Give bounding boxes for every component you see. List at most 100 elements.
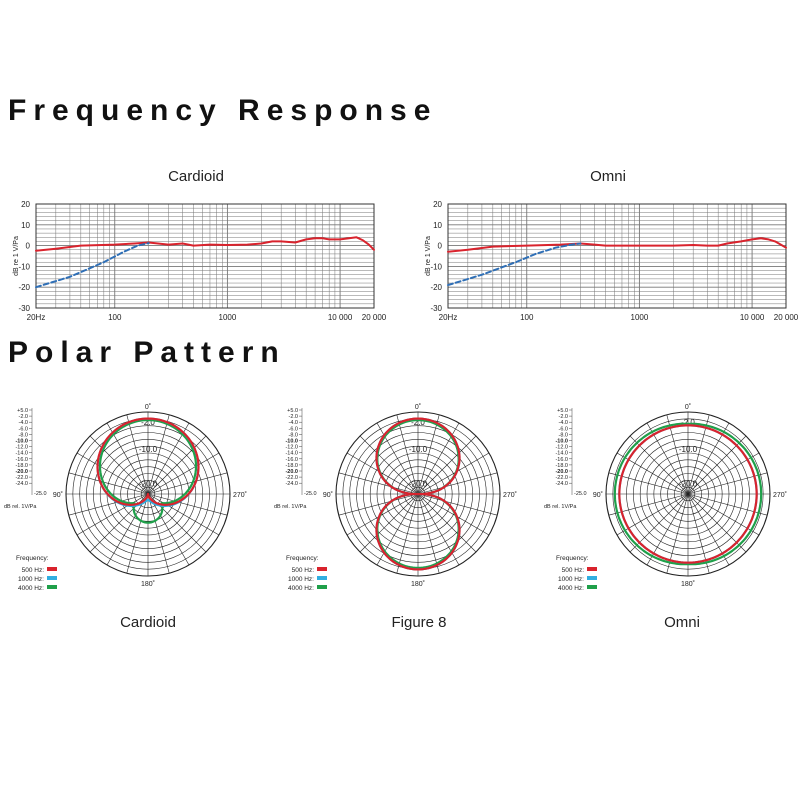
x-tick-label: 10 000 [328, 313, 353, 322]
polar-spoke [89, 435, 149, 495]
polar-spoke [396, 493, 419, 574]
polar-spoke [376, 493, 419, 566]
chart-title: Omni [590, 168, 626, 185]
legend-swatch [587, 576, 597, 580]
polar-ring-label: -2.0 [681, 418, 695, 427]
polar-svg-cardioid: +5.0-2.0-4.0-6.0-8.0-10.0-12.0-14.0-16.0… [4, 403, 247, 592]
polar-panel-omni: +5.0 -2.0 -4.0 -6.0 -8.0 -10.0 -12.0 -14.0 -16.0… [540, 398, 800, 638]
legend-swatch [317, 567, 327, 571]
polar-spoke [359, 493, 419, 553]
y-tick-label: 0 [438, 242, 443, 251]
grid [447, 203, 787, 309]
polar-unit-label: dB rel. 1V/Pa [4, 504, 37, 510]
polar-angle-label: 180˚ [411, 580, 425, 588]
polar-scale-label: -12.0 [15, 445, 28, 451]
polar-scale-label: -16.0 [555, 457, 568, 463]
polar-series-500 [375, 417, 461, 571]
polar-spoke [126, 414, 149, 495]
polar-pattern-title: Polar Pattern [8, 336, 286, 369]
polar-ring-label: -20.0 [139, 479, 158, 488]
polar-spoke [417, 493, 498, 516]
y-tick-label: 10 [21, 221, 30, 230]
polar-scale-label: -16.0 [285, 457, 298, 463]
lowcut-series-line [35, 242, 150, 289]
polar-ring-label: -10.0 [409, 445, 428, 454]
polar-unit-label: dB rel. 1V/Pa [544, 504, 577, 510]
polar-series-500 [96, 417, 200, 506]
polar-angle-label: 0˚ [145, 403, 151, 411]
polar-angle-label: 90˚ [53, 491, 63, 499]
legend-swatch [47, 585, 57, 589]
polar-spoke [147, 493, 170, 574]
polar-scale-label: -6.0 [289, 426, 298, 432]
polar-scale-bottom: -25.0 [34, 491, 47, 497]
y-tick-label: 10 [433, 221, 442, 230]
polar-spoke [147, 472, 228, 495]
polar-scale-label: -14.0 [555, 451, 568, 457]
polar-spoke [346, 493, 419, 536]
polar-spoke [147, 493, 220, 536]
legend-label: 4000 Hz: [288, 585, 314, 592]
x-tick-label: 1000 [631, 313, 649, 322]
polar-scale-label: +5.0 [287, 408, 298, 414]
polar-scale-label: -14.0 [15, 451, 28, 457]
legend-swatch [587, 567, 597, 571]
polar-ring-label: -2.0 [141, 418, 155, 427]
polar-angle-label: 0˚ [415, 403, 421, 411]
x-tick-label: 10 000 [740, 313, 765, 322]
legend-label: 1000 Hz: [288, 576, 314, 583]
response-series-line [447, 237, 787, 253]
legend-label: 4000 Hz: [18, 585, 44, 592]
polar-grid [335, 411, 501, 577]
polar-scale-label: -22.0 [285, 475, 298, 481]
polar-angle-label: 90˚ [593, 491, 603, 499]
x-tick-label: 100 [108, 313, 122, 322]
polar-legend: Frequency: 500 Hz: 1000 Hz: 4000 Hz: [286, 555, 327, 592]
polar-scale-label: -20.0 [555, 469, 568, 475]
polar-spoke [68, 493, 149, 516]
polar-scale-label: -4.0 [19, 420, 28, 426]
polar-ring-label: -2.0 [411, 418, 425, 427]
polar-scale-label: -12.0 [285, 445, 298, 451]
chart-title: Cardioid [168, 168, 224, 185]
polar-scale-label: +5.0 [17, 408, 28, 414]
polar-legend: Frequency: 500 Hz: 1000 Hz: 4000 Hz: [556, 555, 597, 592]
polar-scale-label: -20.0 [15, 469, 28, 475]
plot-frame [447, 203, 787, 309]
polar-angle-label: 180˚ [681, 580, 695, 588]
polar-series-4000 [98, 419, 198, 524]
frequency-response-title: Frequency Response [8, 94, 438, 127]
polar-scale-label: -24.0 [555, 481, 568, 487]
polar-spoke [147, 493, 190, 566]
polar-spoke [147, 435, 207, 495]
polar-spoke [126, 493, 149, 574]
polar-spoke [76, 452, 149, 495]
polar-scale-label: -12.0 [555, 445, 568, 451]
polar-scale-label: -8.0 [289, 432, 298, 438]
legend-label: 500 Hz: [562, 567, 585, 574]
polar-svg-figure8: +5.0-2.0-4.0-6.0-8.0-10.0-12.0-14.0-16.0… [274, 403, 517, 592]
polar-scale-label: -16.0 [15, 457, 28, 463]
polar-scale-bottom: -25.0 [304, 491, 317, 497]
polar-spoke [147, 493, 228, 516]
polar-scale-label: -18.0 [285, 463, 298, 469]
polar-spoke [417, 493, 440, 574]
polar-angle-label: 270˚ [503, 491, 517, 499]
polar-scale-bottom: -25.0 [574, 491, 587, 497]
polar-scale-label: -14.0 [285, 451, 298, 457]
x-tick-label: 20 000 [362, 313, 386, 322]
x-tick-label: 1000 [219, 313, 237, 322]
polar-scale-label: -6.0 [19, 426, 28, 432]
x-tick-label: 20Hz [439, 313, 458, 322]
x-tick-label: 100 [520, 313, 534, 322]
legend-title: Frequency: [16, 555, 49, 562]
polar-scale-label: -2.0 [19, 414, 28, 420]
polar-angle-label: 270˚ [233, 491, 247, 499]
legend-label: 500 Hz: [22, 567, 45, 574]
frequency-chart-cardioid: Cardioid 20 10 0 -10 -20 -30 20Hz 100 1000 10 000… [6, 168, 386, 338]
legend-swatch [47, 576, 57, 580]
polar-scale-label: -6.0 [559, 426, 568, 432]
polar-spoke [346, 452, 419, 495]
polar-spoke [417, 493, 460, 566]
y-tick-label: 20 [433, 200, 442, 209]
